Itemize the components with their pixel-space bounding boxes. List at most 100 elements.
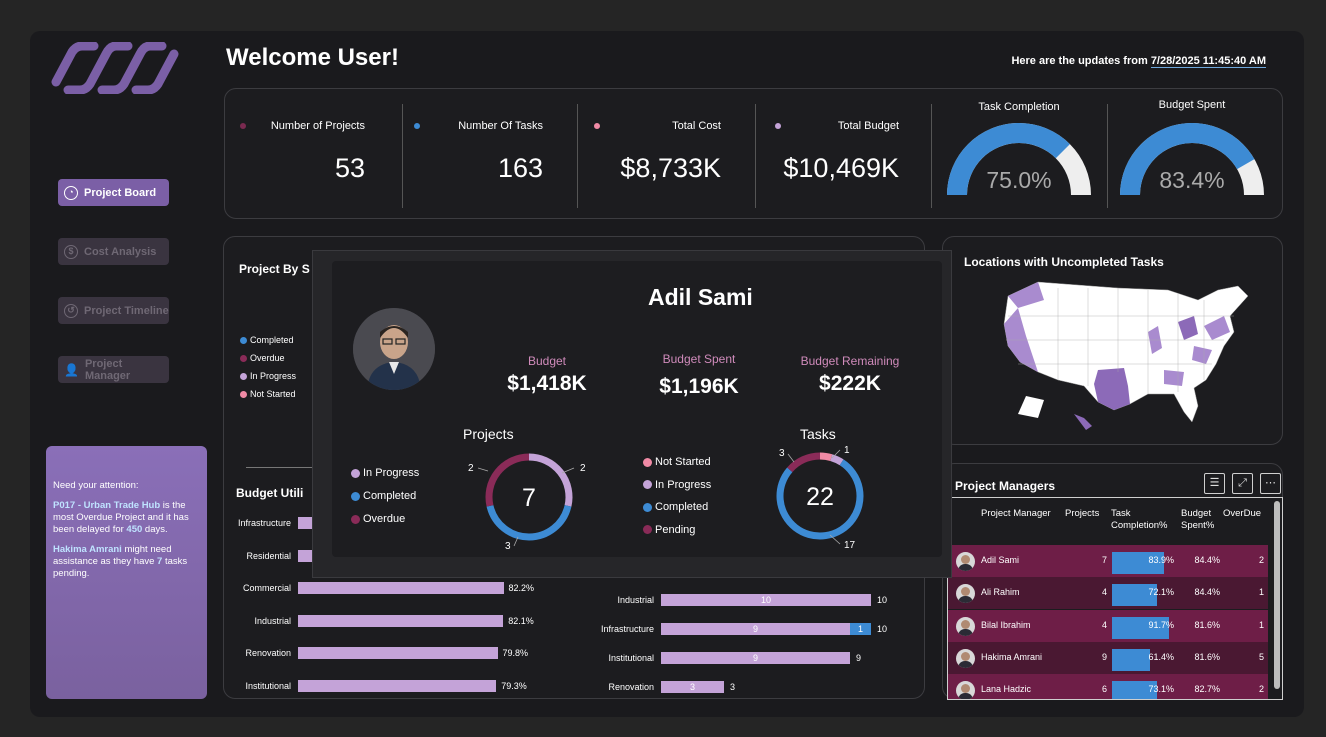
- avatar-head: [961, 619, 970, 629]
- more-options-icon[interactable]: ⋯: [1260, 473, 1281, 494]
- nav-label: Project Board: [84, 186, 157, 199]
- bar-total: 9: [856, 653, 862, 663]
- leader-line: [477, 467, 489, 472]
- table-row[interactable]: Ali Rahim 4 72.1% 84.4% 1: [948, 577, 1268, 610]
- avatar-body: [958, 660, 973, 668]
- avatar-portrait: [353, 308, 435, 390]
- kpi-projects: Number of Projects 53: [240, 104, 365, 208]
- donut-data-label: 1: [844, 445, 850, 456]
- attention-card: Need your attention: P017 - Urban Trade …: [46, 446, 207, 699]
- welcome-heading: Welcome User!: [226, 44, 399, 71]
- bar-done: [661, 652, 850, 664]
- budget-spent-value: 82.7%: [1194, 684, 1220, 695]
- legend-dot: [351, 514, 360, 524]
- budget-label: Budget: [527, 354, 567, 368]
- table-row[interactable]: Hakima Amrani 9 61.4% 81.6% 5: [948, 641, 1268, 674]
- legend-label: Overdue: [250, 353, 285, 363]
- donut-segment: [528, 453, 573, 507]
- avatar-head: [961, 651, 970, 661]
- bar-value: 82.1%: [508, 615, 534, 626]
- avatar: [956, 552, 975, 571]
- divider: [246, 467, 326, 468]
- budget-remaining-label: Budget Remaining: [800, 354, 900, 368]
- bar-total: 10: [877, 595, 888, 605]
- gauge-fill: [947, 122, 1070, 195]
- column-header[interactable]: Projects: [1065, 508, 1100, 519]
- leader-line: [787, 453, 795, 463]
- nav-project-timeline-button[interactable]: ↺ Project Timeline: [58, 297, 169, 324]
- locations-title: Locations with Uncompleted Tasks: [964, 255, 1164, 269]
- legend-item: Overdue: [351, 513, 405, 525]
- donut-data-label: 17: [844, 540, 856, 551]
- task-completion-bar: [1112, 616, 1169, 639]
- bar-done-value: 9: [752, 624, 758, 634]
- bar-done: [661, 594, 871, 606]
- donut-center-value: 22: [806, 483, 834, 511]
- kpi-tasks: Number Of Tasks 163: [414, 104, 543, 208]
- nav-cost-analysis-button[interactable]: $ Cost Analysis: [58, 238, 169, 265]
- kpi-label: Number Of Tasks: [458, 120, 543, 132]
- column-header[interactable]: OverDue: [1223, 508, 1262, 519]
- kpi-value: $10,469K: [783, 153, 899, 183]
- bar: [298, 549, 312, 562]
- column-header[interactable]: Task Completion%: [1111, 508, 1168, 531]
- projects-count: 9: [1101, 651, 1107, 662]
- bar-other: [850, 623, 871, 635]
- legend-dot: [643, 525, 652, 534]
- history-icon: ↺: [64, 303, 78, 318]
- donut-segment: [485, 453, 530, 507]
- manager-name: Hakima Amrani: [53, 544, 122, 555]
- legend-label: Completed: [655, 501, 709, 513]
- budget-utilization-title: Budget Utili: [236, 486, 304, 500]
- overdue-count: 1: [1258, 587, 1264, 598]
- bar-label: Residential: [246, 550, 291, 561]
- gauge-value: 83.4%: [1159, 167, 1225, 193]
- legend-dot: [643, 480, 652, 489]
- donut-segment: [819, 452, 833, 462]
- manager-name: Lana Hadzic: [981, 684, 1032, 695]
- table-row[interactable]: Lana Hadzic 6 73.1% 82.7% 2: [948, 674, 1268, 699]
- delay-days: 450: [126, 524, 143, 535]
- tooltip-manager-name: Adil Sami: [648, 284, 753, 310]
- bar-value: 79.3%: [501, 681, 527, 691]
- projects-count: 6: [1101, 684, 1107, 695]
- kpi-cost: Total Cost $8,733K: [594, 104, 721, 208]
- attention-title: Need your attention:: [53, 480, 139, 491]
- column-header[interactable]: Project Manager: [981, 508, 1051, 519]
- nav-project-board-button[interactable]: ◔ Project Board: [58, 179, 169, 206]
- gauge-title-budget-spent: Budget Spent: [1158, 99, 1226, 111]
- nav-project-manager-button[interactable]: 👤 Project Manager: [58, 356, 169, 383]
- bar: [298, 647, 498, 660]
- donut-data-label: 3: [779, 448, 785, 459]
- gauge-fill: [1120, 122, 1255, 195]
- avatar-body: [958, 596, 973, 604]
- bar-label: Renovation: [245, 648, 291, 659]
- kpi-dot: [594, 123, 600, 129]
- attention-text: tasks pending.: [53, 556, 188, 579]
- table-row[interactable]: Bilal Ibrahim 4 91.7% 81.6% 1: [948, 609, 1268, 642]
- pending-tasks: 7: [157, 556, 163, 567]
- attention-text: is the most Overdue Project and it has b…: [53, 500, 189, 535]
- attention-manager: Hakima Amrani might need assistance as t…: [53, 544, 199, 580]
- bar-done: [661, 681, 724, 693]
- avatar: [956, 616, 975, 636]
- filter-icon[interactable]: ☰: [1204, 473, 1225, 494]
- divider: [755, 104, 756, 208]
- overdue-count: 5: [1258, 651, 1264, 662]
- projects-count: 4: [1101, 587, 1107, 598]
- table-row[interactable]: Adil Sami 7 83.9% 84.4% 2: [948, 545, 1268, 577]
- focus-mode-icon[interactable]: ⤢: [1232, 473, 1253, 494]
- avatar: [956, 584, 975, 604]
- budget-spent-value: 84.4%: [1194, 555, 1220, 565]
- gauge-task-completion: [947, 122, 1091, 195]
- column-header[interactable]: Budget Spent%: [1181, 508, 1215, 531]
- divider: [577, 104, 578, 208]
- legend-label: Completed: [250, 335, 294, 345]
- kpi-dot: [414, 123, 420, 129]
- bar-label: Institutional: [608, 653, 654, 663]
- donut-segment: [787, 452, 821, 473]
- table-scrollbar[interactable]: [1274, 501, 1280, 689]
- nav-label: Project Timeline: [84, 304, 169, 317]
- gauge-icon: ◔: [64, 185, 78, 200]
- avatar-head: [961, 555, 970, 564]
